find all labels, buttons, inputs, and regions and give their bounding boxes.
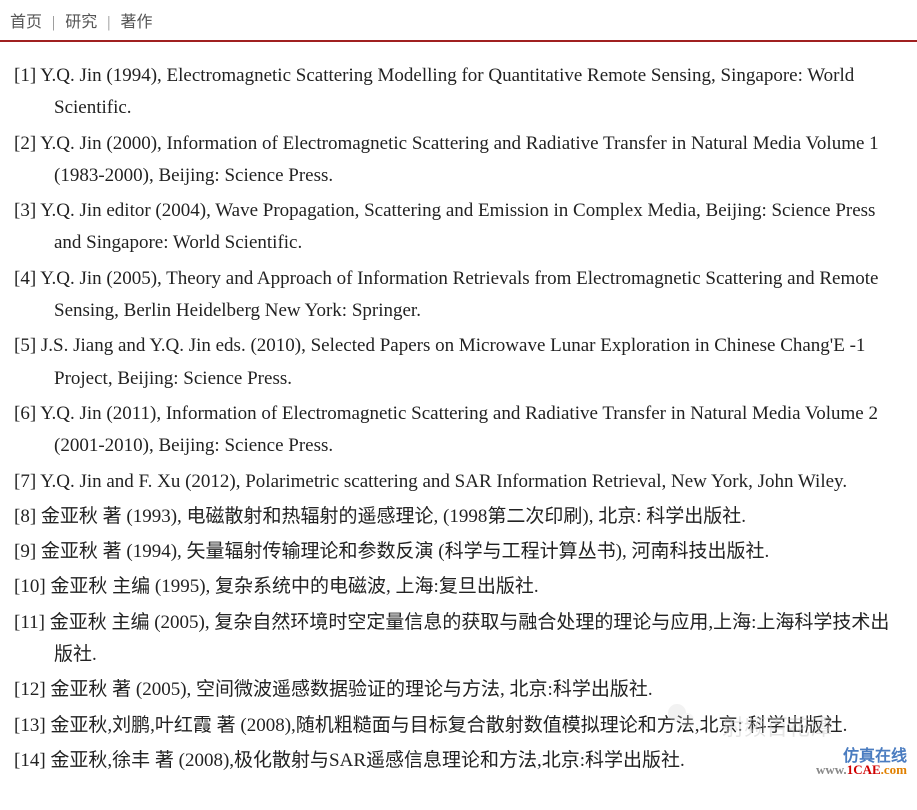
reference-list: [1] Y.Q. Jin (1994), Electromagnetic Sca…	[0, 42, 917, 810]
nav-bar: 首页 | 研究 | 著作	[0, 0, 917, 42]
reference-item: [9] 金亚秋 著 (1994), 矢量辐射传输理论和参数反演 (科学与工程计算…	[14, 536, 903, 568]
nav-item-research[interactable]: 研究	[65, 14, 97, 31]
reference-item: [1] Y.Q. Jin (1994), Electromagnetic Sca…	[14, 60, 903, 125]
reference-item: [8] 金亚秋 著 (1993), 电磁散射和热辐射的遥感理论, (1998第二…	[14, 501, 903, 533]
nav-item-works[interactable]: 著作	[120, 14, 152, 31]
nav-separator: |	[107, 14, 110, 31]
reference-item: [2] Y.Q. Jin (2000), Information of Elec…	[14, 128, 903, 193]
reference-item: [10] 金亚秋 主编 (1995), 复杂系统中的电磁波, 上海:复旦出版社.	[14, 571, 903, 603]
nav-separator: |	[52, 14, 55, 31]
reference-item: [6] Y.Q. Jin (2011), Information of Elec…	[14, 398, 903, 463]
nav-item-home[interactable]: 首页	[10, 14, 42, 31]
reference-item: [13] 金亚秋,刘鹏,叶红霞 著 (2008),随机粗糙面与目标复合散射数值模…	[14, 710, 903, 742]
reference-item: [7] Y.Q. Jin and F. Xu (2012), Polarimet…	[14, 466, 903, 498]
reference-item: [3] Y.Q. Jin editor (2004), Wave Propaga…	[14, 195, 903, 260]
reference-item: [11] 金亚秋 主编 (2005), 复杂自然环境时空定量信息的获取与融合处理…	[14, 607, 903, 672]
reference-item: [12] 金亚秋 著 (2005), 空间微波遥感数据验证的理论与方法, 北京:…	[14, 674, 903, 706]
reference-item: [4] Y.Q. Jin (2005), Theory and Approach…	[14, 263, 903, 328]
reference-item: [5] J.S. Jiang and Y.Q. Jin eds. (2010),…	[14, 330, 903, 395]
reference-item: [14] 金亚秋,徐丰 著 (2008),极化散射与SAR遥感信息理论和方法,北…	[14, 745, 903, 777]
